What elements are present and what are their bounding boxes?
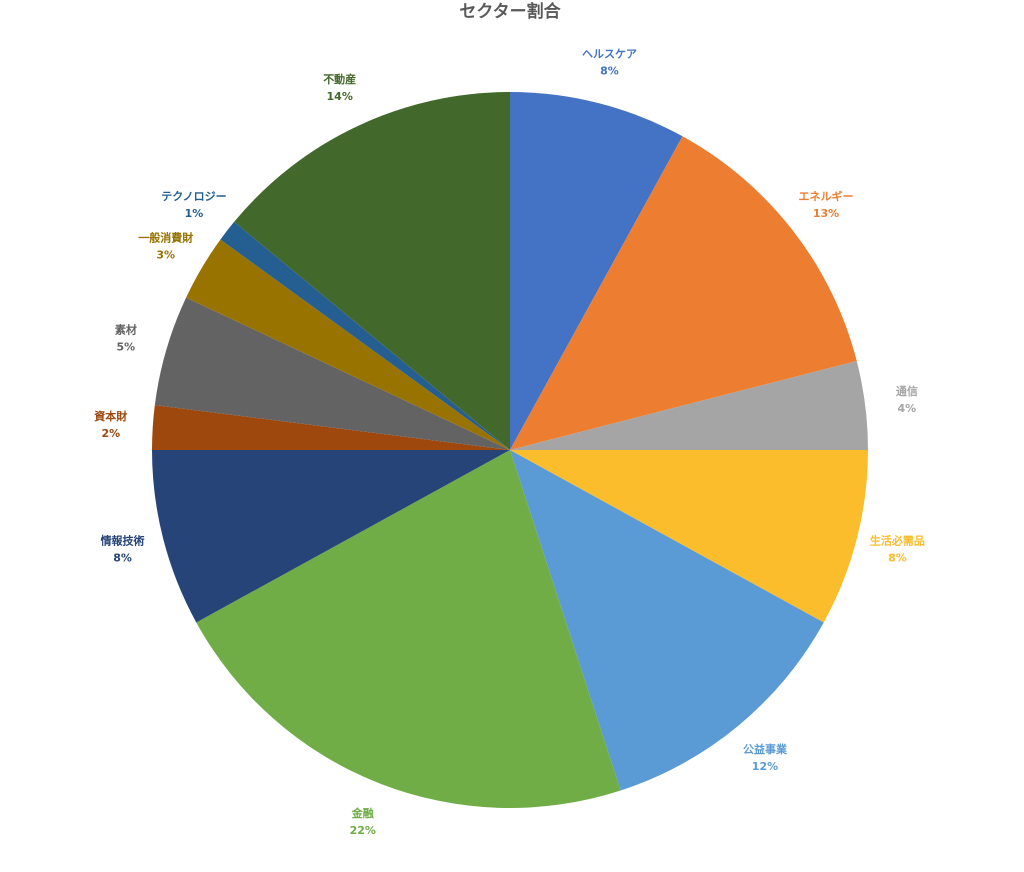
slice-value-label: 8% xyxy=(113,551,132,564)
slice-value-label: 3% xyxy=(156,248,175,261)
pie-slice xyxy=(510,92,683,450)
pie-slice xyxy=(510,450,868,623)
slice-value-label: 22% xyxy=(350,824,376,837)
slice-value-label: 4% xyxy=(898,402,917,415)
slice-value-label: 12% xyxy=(752,760,778,773)
pie-slice xyxy=(152,450,510,623)
slice-value-label: 1% xyxy=(185,207,204,220)
slice-label: 素材 xyxy=(115,322,137,336)
pie-slice xyxy=(154,297,510,450)
pie-slice xyxy=(220,221,510,450)
pie-slice xyxy=(510,360,868,450)
slice-value-label: 13% xyxy=(813,207,839,220)
slice-value-label: 2% xyxy=(101,427,120,440)
pie-slice xyxy=(196,450,621,808)
slice-label: 情報技術 xyxy=(101,533,145,547)
slice-value-label: 14% xyxy=(327,90,353,103)
pie-slice xyxy=(186,239,511,450)
slice-label: エネルギー xyxy=(799,189,854,203)
slice-value-label: 8% xyxy=(600,65,619,78)
slice-label: 生活必需品 xyxy=(870,533,925,547)
slice-label: ヘルスケア xyxy=(582,48,637,61)
slice-label: 通信 xyxy=(896,384,918,398)
slice-label: 公益事業 xyxy=(743,742,788,756)
slice-label: 一般消費財 xyxy=(138,230,193,244)
pie-slice xyxy=(510,450,824,791)
slice-label: 不動産 xyxy=(323,72,356,86)
pie-slice xyxy=(234,92,511,450)
slice-value-label: 8% xyxy=(888,551,907,564)
slice-label: 資本財 xyxy=(94,409,127,423)
slice-label: テクノロジー xyxy=(161,190,226,203)
slice-value-label: 5% xyxy=(117,340,136,353)
pie-slice xyxy=(152,405,510,450)
chart-title: セクター割合 xyxy=(459,1,561,22)
pie-slice xyxy=(510,136,857,450)
slice-label: 金融 xyxy=(351,806,374,820)
